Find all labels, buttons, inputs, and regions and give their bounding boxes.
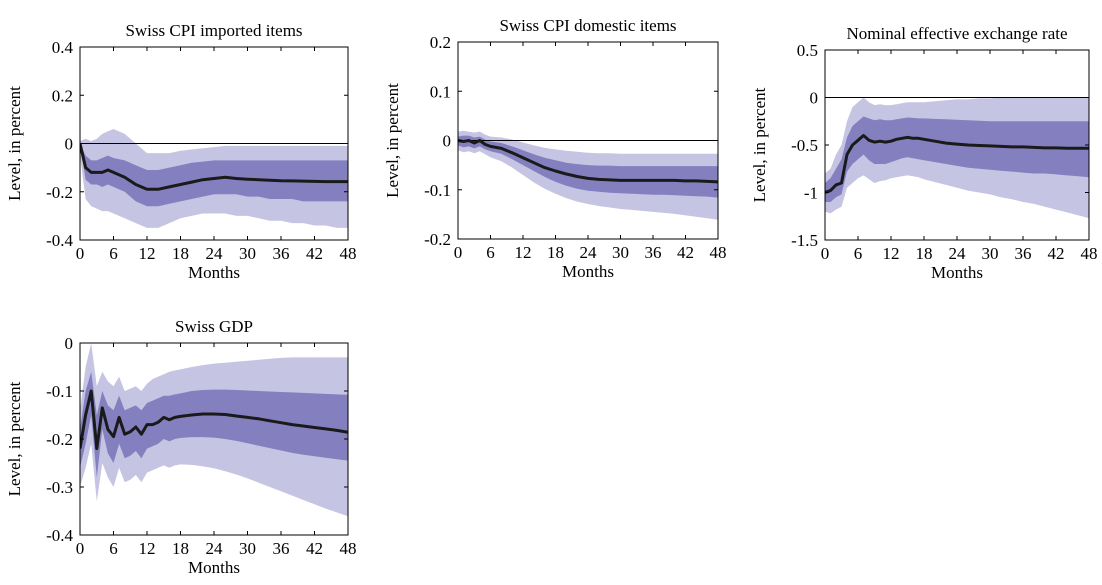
- y-axis-label: Level, in percent: [5, 381, 24, 496]
- x-axis-label: Months: [188, 263, 240, 282]
- x-tick-label: 36: [273, 244, 290, 263]
- x-tick-label: 30: [982, 244, 999, 263]
- y-tick-label: -0.4: [46, 231, 73, 250]
- y-axis-label: Level, in percent: [383, 83, 402, 198]
- y-tick-label: -0.2: [46, 430, 73, 449]
- chart-nominal-effective-exchange-rate: 0 6 12 18 24 30 36 42 48 0.5 0 -0.5 -1 -1.5 Nominal ef…: [750, 24, 1098, 282]
- x-tick-label: 12: [515, 243, 532, 262]
- impulse-response-line: [458, 139, 718, 184]
- x-axis-label: Months: [188, 558, 240, 577]
- y-tick-label: -0.2: [424, 230, 451, 249]
- y-tick-label: 0: [65, 135, 74, 154]
- x-tick-label: 0: [821, 244, 830, 263]
- y-axis-label: Level, in percent: [750, 87, 769, 202]
- x-tick-label: 6: [109, 539, 118, 558]
- y-tick-label: 0.2: [52, 86, 73, 105]
- y-tick-label: -0.1: [424, 181, 451, 200]
- y-tick-label: -0.4: [46, 526, 73, 545]
- inner-confidence-band: [825, 116, 1089, 202]
- y-tick-label: -1.5: [791, 231, 818, 250]
- y-tick-label: 0.5: [797, 41, 818, 60]
- chart-title: Swiss CPI domestic items: [499, 16, 676, 35]
- impulse-response-line: [80, 143, 348, 191]
- x-tick-label: 48: [340, 539, 357, 558]
- x-axis-label: Months: [562, 262, 614, 281]
- x-tick-label: 6: [854, 244, 863, 263]
- inner-confidence-band: [458, 135, 718, 198]
- x-tick-label: 48: [1081, 244, 1098, 263]
- chart-title: Nominal effective exchange rate: [846, 24, 1067, 43]
- x-axis-label: Months: [931, 263, 983, 282]
- x-tick-label: 30: [612, 243, 629, 262]
- chart-title: Swiss CPI imported items: [125, 21, 302, 40]
- chart-swiss-gdp: 0 6 12 18 24 30 36 42 48 0 -0.1 -0.2 -0.3 -0.4 Swiss G…: [5, 317, 357, 577]
- y-tick-label: 0: [443, 132, 452, 151]
- y-tick-label: -1: [804, 184, 818, 203]
- x-tick-label: 36: [273, 539, 290, 558]
- y-tick-label: -0.3: [46, 478, 73, 497]
- x-tick-label: 42: [1048, 244, 1065, 263]
- x-tick-label: 48: [710, 243, 727, 262]
- x-tick-label: 0: [76, 244, 85, 263]
- x-tick-label: 6: [486, 243, 495, 262]
- y-tick-label: 0.4: [52, 38, 74, 57]
- x-tick-label: 24: [206, 539, 224, 558]
- x-tick-label: 18: [547, 243, 564, 262]
- impulse-response-line: [80, 389, 348, 451]
- y-tick-label: 0.2: [430, 33, 451, 52]
- x-tick-label: 12: [139, 244, 156, 263]
- x-tick-label: 0: [76, 539, 85, 558]
- x-tick-label: 12: [139, 539, 156, 558]
- y-axis-label: Level, in percent: [5, 86, 24, 201]
- impulse-response-line: [825, 134, 1089, 194]
- y-tick-label: 0: [65, 334, 74, 353]
- x-tick-label: 18: [172, 244, 189, 263]
- y-tick-label: -0.1: [46, 382, 73, 401]
- inner-confidence-band: [80, 371, 348, 478]
- x-tick-label: 24: [580, 243, 598, 262]
- chart-title: Swiss GDP: [175, 317, 253, 336]
- x-tick-label: 42: [306, 244, 323, 263]
- x-tick-label: 36: [645, 243, 662, 262]
- x-tick-label: 12: [883, 244, 900, 263]
- x-tick-label: 18: [172, 539, 189, 558]
- x-tick-label: 0: [454, 243, 463, 262]
- x-tick-label: 36: [1015, 244, 1032, 263]
- x-tick-label: 30: [239, 539, 256, 558]
- x-tick-label: 48: [340, 244, 357, 263]
- x-tick-label: 42: [306, 539, 323, 558]
- x-tick-label: 6: [109, 244, 118, 263]
- y-tick-label: 0: [810, 89, 819, 108]
- x-tick-label: 30: [239, 244, 256, 263]
- chart-swiss-cpi-domestic-items: 0 6 12 18 24 30 36 42 48 0.2 0.1 0 -0.1 -0.2 Swiss CPI…: [383, 16, 727, 281]
- chart-swiss-cpi-imported-items: 0 6 12 18 24 30 36 42 48 0.4 0.2 0 -0.2 -0.4 Swiss CPI…: [5, 21, 357, 282]
- x-tick-label: 42: [677, 243, 694, 262]
- y-tick-label: -0.5: [791, 136, 818, 155]
- x-tick-label: 24: [206, 244, 224, 263]
- y-tick-label: 0.1: [430, 82, 451, 101]
- x-tick-label: 18: [916, 244, 933, 263]
- x-tick-label: 24: [949, 244, 967, 263]
- y-tick-label: -0.2: [46, 183, 73, 202]
